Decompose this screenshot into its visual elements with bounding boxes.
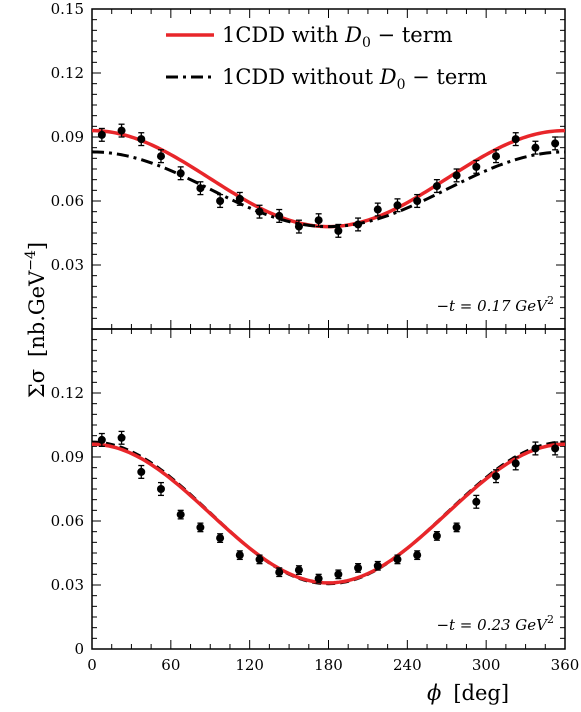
- data-point: [432, 182, 441, 191]
- panel-bottom: 0 0.03 0.06 0.09 0.12 0 60 120 180 240 300 360: [51, 328, 580, 674]
- data-point: [373, 205, 382, 214]
- data-point: [531, 143, 540, 152]
- annotations: −t = 0.17 GeV2 −t = 0.23 GeV2: [436, 294, 554, 634]
- data-point: [432, 531, 441, 540]
- y-tick-label: 0.03: [51, 256, 84, 274]
- data-point: [492, 152, 501, 161]
- x-tick-label: 120: [235, 656, 264, 674]
- data-point: [413, 551, 422, 560]
- data-point: [196, 184, 205, 193]
- data-point: [373, 561, 382, 570]
- legend: 1CDD with D0 − term 1CDD without D0 − te…: [166, 23, 487, 93]
- data-point: [452, 171, 461, 180]
- data-point: [314, 216, 323, 225]
- data-point: [294, 566, 303, 575]
- legend-label-with-d0: 1CDD with D0 − term: [222, 23, 453, 51]
- data-point: [156, 485, 165, 493]
- model-curve: [91, 440, 566, 586]
- data-point: [97, 435, 106, 444]
- x-tick-label: 300: [472, 656, 501, 674]
- data-point: [216, 197, 225, 205]
- data-point: [137, 135, 146, 144]
- data-point: [137, 467, 146, 476]
- plot-frame: [91, 8, 566, 330]
- x-tick-label: 180: [314, 656, 343, 674]
- data-point: [354, 563, 363, 572]
- data-point: [255, 555, 264, 564]
- data-point: [531, 444, 540, 453]
- data-point: [235, 551, 244, 560]
- data-point: [492, 472, 501, 481]
- data-point: [176, 169, 185, 178]
- axis-titles: ϕ [deg] Σσ[nb.GeV−4]: [23, 242, 509, 705]
- data-point: [452, 523, 461, 532]
- data-point: [354, 220, 363, 229]
- x-axis-title: ϕ [deg]: [427, 681, 509, 705]
- y-tick-label: 0.06: [51, 512, 84, 530]
- data-point: [117, 126, 126, 135]
- legend-label-without-d0: 1CDD without D0 − term: [222, 65, 487, 93]
- y-tick-label: 0.15: [51, 0, 84, 18]
- data-point: [511, 135, 520, 144]
- data-point: [275, 568, 284, 577]
- x-tick-label: 0: [87, 656, 97, 674]
- data-point: [294, 222, 303, 231]
- data-point: [275, 211, 284, 220]
- y-tick-label: 0: [74, 640, 84, 658]
- data-point: [413, 197, 422, 205]
- data-point: [334, 570, 343, 579]
- model-curve: [91, 128, 566, 229]
- data-point: [551, 139, 560, 148]
- data-point: [314, 574, 323, 583]
- x-tick-label: 240: [393, 656, 422, 674]
- data-point: [117, 433, 126, 442]
- data-point: [255, 207, 264, 216]
- panel-top-annotation: −t = 0.17 GeV2: [436, 294, 554, 315]
- y-tick-label: 0.12: [51, 384, 84, 402]
- data-point: [511, 459, 520, 468]
- y-tick-label: 0.09: [51, 128, 84, 146]
- y-tick-label: 0.03: [51, 576, 84, 594]
- data-point: [176, 510, 185, 519]
- x-tick-label: 60: [161, 656, 180, 674]
- data-point: [216, 534, 225, 543]
- panel-top: 0.03 0.06 0.09 0.12 0.15: [51, 0, 566, 330]
- x-tick-label: 360: [551, 656, 580, 674]
- data-point: [196, 523, 205, 532]
- data-point: [235, 194, 244, 203]
- data-point: [472, 497, 481, 506]
- data-point: [393, 201, 402, 210]
- data-point: [472, 162, 481, 171]
- y-tick-label: 0.09: [51, 448, 84, 466]
- model-curve: [91, 150, 566, 229]
- model-curve: [91, 442, 566, 585]
- y-tick-label: 0.06: [51, 192, 84, 210]
- data-point: [551, 444, 560, 453]
- y-tick-label: 0.12: [51, 64, 84, 82]
- data-point: [393, 555, 402, 564]
- data-point: [156, 152, 165, 161]
- data-point: [334, 226, 343, 235]
- y-axis-title: Σσ[nb.GeV−4]: [23, 242, 49, 398]
- panel-bottom-annotation: −t = 0.23 GeV2: [436, 613, 554, 634]
- data-point: [97, 130, 106, 139]
